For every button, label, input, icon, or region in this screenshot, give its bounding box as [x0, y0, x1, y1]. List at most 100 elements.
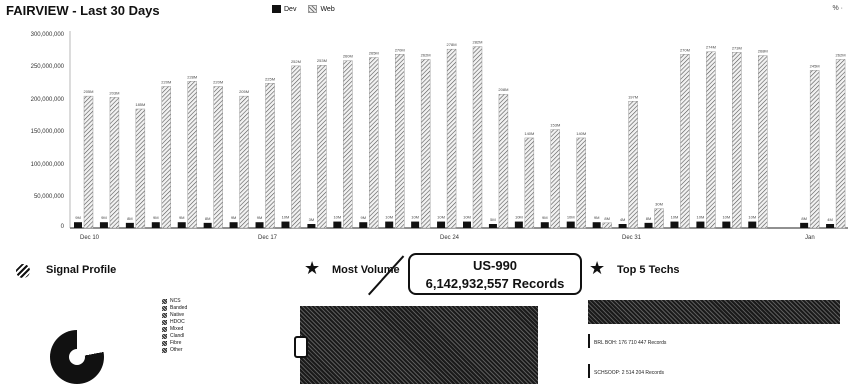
- bar-web[interactable]: [83, 95, 94, 229]
- bar-web[interactable]: [446, 48, 457, 229]
- bar-dev[interactable]: [722, 221, 731, 228]
- bar-web[interactable]: [265, 83, 275, 229]
- bar-dev[interactable]: [826, 224, 835, 228]
- bar-value-label: 203M: [109, 90, 119, 95]
- signal-legend-item[interactable]: HDOC: [162, 319, 187, 326]
- bar-web[interactable]: [835, 59, 846, 229]
- signal-donut-chart[interactable]: [50, 330, 104, 384]
- bar-dev[interactable]: [411, 221, 420, 228]
- bar-chart: 9M 205M 9M 203M 8M 185M 9M 220M 9M 228M 8M 220M 9M 20…: [69, 31, 848, 229]
- bar-value-label: 252M: [291, 59, 301, 64]
- signal-legend-item[interactable]: NCS: [162, 298, 187, 305]
- bar-value-label: 9M: [153, 215, 159, 220]
- bar-value-label: 30M: [655, 202, 663, 207]
- most-volume-bar[interactable]: [300, 306, 538, 384]
- bar-dev[interactable]: [618, 224, 627, 228]
- legend-swatch-web: [308, 5, 318, 13]
- bar-web[interactable]: [239, 95, 249, 229]
- bar-value-label: 10M: [333, 215, 341, 220]
- bar-dev[interactable]: [333, 221, 342, 228]
- bar-web[interactable]: [420, 59, 431, 229]
- bar-dev[interactable]: [566, 221, 575, 228]
- bar-value-label: 270M: [680, 47, 690, 52]
- bar-dev[interactable]: [592, 222, 601, 228]
- bar-dev[interactable]: [514, 221, 523, 228]
- signal-legend-item[interactable]: Other: [162, 347, 187, 354]
- bar-dev[interactable]: [540, 222, 549, 228]
- bar-value-label: 10M: [697, 215, 705, 220]
- bar-web[interactable]: [706, 51, 716, 229]
- signal-legend-item[interactable]: Mixed: [162, 326, 187, 333]
- bar-web[interactable]: [317, 65, 327, 229]
- bar-dev[interactable]: [800, 222, 809, 228]
- bar-web[interactable]: [628, 101, 638, 229]
- bar-web[interactable]: [524, 137, 535, 229]
- legend-item-web[interactable]: Web: [308, 5, 335, 13]
- bar-value-label: 208M: [498, 87, 508, 92]
- star-icon: ★: [304, 258, 321, 278]
- bar-value-label: 9M: [257, 215, 263, 220]
- bar-dev[interactable]: [281, 221, 290, 228]
- bar-value-label: 4M: [827, 217, 833, 222]
- bar-web[interactable]: [576, 137, 586, 229]
- bar-web[interactable]: [732, 52, 742, 229]
- bar-web[interactable]: [395, 54, 405, 229]
- bar-web[interactable]: [369, 57, 379, 229]
- bar-web[interactable]: [343, 60, 353, 229]
- bar-web[interactable]: [161, 86, 172, 229]
- bar-dev[interactable]: [670, 221, 679, 228]
- bar-value-label: 270M: [395, 47, 405, 52]
- bar-dev[interactable]: [125, 222, 134, 228]
- bar-dev[interactable]: [151, 222, 160, 228]
- bar-web[interactable]: [602, 222, 612, 229]
- bar-value-label: 10M: [411, 215, 419, 220]
- bar-web[interactable]: [550, 129, 560, 229]
- bar-value-label: 185M: [135, 102, 145, 107]
- top-tech-bar[interactable]: [588, 300, 840, 324]
- bar-value-label: 153M: [550, 123, 560, 128]
- bar-dev[interactable]: [463, 221, 471, 228]
- bar-web[interactable]: [135, 108, 146, 229]
- bar-dev[interactable]: [748, 221, 757, 228]
- bar-web[interactable]: [498, 93, 509, 229]
- bar-web[interactable]: [472, 46, 483, 229]
- signal-legend-item[interactable]: Native: [162, 312, 187, 319]
- bar-value-label: 8M: [646, 216, 652, 221]
- bar-dev[interactable]: [437, 221, 446, 228]
- bar-web[interactable]: [291, 65, 301, 229]
- bar-dev[interactable]: [203, 222, 212, 228]
- bar-web[interactable]: [809, 70, 820, 229]
- signal-legend-item[interactable]: Fibre: [162, 340, 187, 347]
- bar-value-label: 220M: [213, 79, 223, 84]
- signal-legend-item[interactable]: Banded: [162, 305, 187, 312]
- bar-dev[interactable]: [696, 221, 705, 228]
- bar-dev[interactable]: [385, 221, 394, 228]
- volume-bar-handle[interactable]: [294, 336, 308, 358]
- legend-item-dev[interactable]: Dev: [272, 5, 296, 13]
- bar-value-label: 10M: [282, 215, 290, 220]
- bar-dev[interactable]: [74, 222, 82, 228]
- bar-dev[interactable]: [99, 222, 108, 228]
- signal-legend-item[interactable]: Clandl: [162, 333, 187, 340]
- y-tick-label: 100,000,000: [30, 162, 64, 168]
- bar-web[interactable]: [187, 81, 197, 229]
- bar-value-label: 10M: [385, 215, 393, 220]
- bar-dev[interactable]: [177, 222, 186, 228]
- bar-value-label: 3M: [309, 217, 315, 222]
- bar-value-label: 205M: [239, 89, 249, 94]
- bar-value-label: 205M: [83, 89, 93, 94]
- bar-dev[interactable]: [644, 222, 653, 228]
- bar-web[interactable]: [654, 208, 664, 229]
- bar-web[interactable]: [213, 86, 223, 229]
- bar-dev[interactable]: [488, 224, 497, 228]
- bar-web[interactable]: [109, 97, 120, 229]
- tooltip-name: US-990: [472, 258, 518, 273]
- bar-dev[interactable]: [229, 222, 238, 228]
- bar-dev[interactable]: [307, 224, 316, 228]
- bar-web[interactable]: [680, 54, 690, 229]
- x-tick-label: Jan: [805, 235, 815, 241]
- bar-web[interactable]: [758, 55, 768, 229]
- bar-value-label: 274M: [706, 45, 716, 50]
- bar-dev[interactable]: [359, 222, 368, 228]
- bar-dev[interactable]: [255, 222, 264, 228]
